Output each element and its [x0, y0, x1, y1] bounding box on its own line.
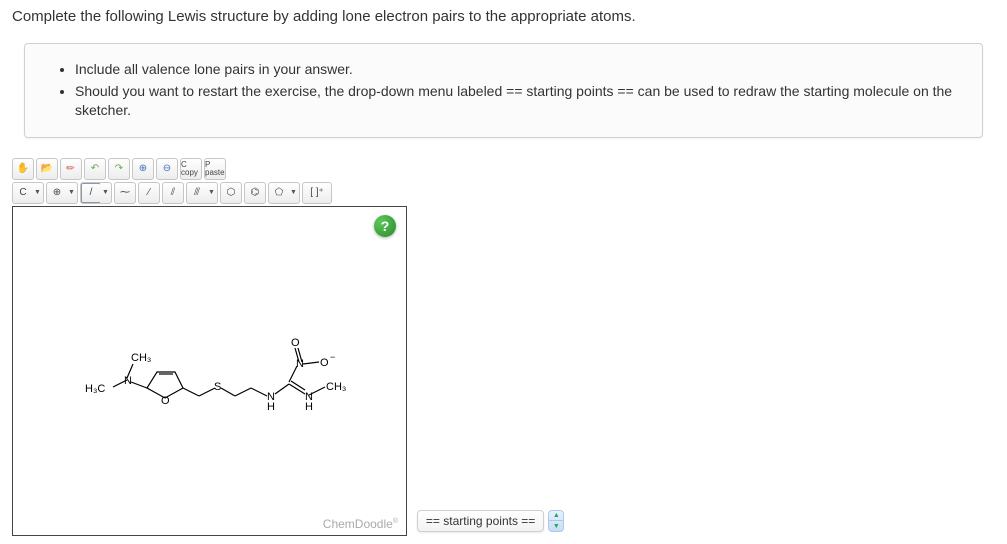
stepper-up-icon[interactable]: ▲ [549, 511, 563, 522]
atom-label: CH₃ [131, 352, 151, 364]
sketcher-widget: ✋ 📂 ✎ ↶ ↷ ⊕ ⊖ C copy P paste C ▼ ⊕ ▼ / ▼… [12, 158, 407, 536]
atom-label: N [296, 358, 304, 370]
bond-dropdown[interactable]: ▼ [206, 182, 218, 204]
bracket-button[interactable]: [ ]⁺ [302, 182, 332, 204]
sketcher-canvas[interactable]: ? [12, 206, 407, 536]
charge-button[interactable]: ⊕ [46, 182, 68, 204]
double-bond-button[interactable]: ⫽ [162, 182, 184, 204]
open-button[interactable]: 📂 [36, 158, 58, 180]
question-prompt: Complete the following Lewis structure b… [12, 8, 995, 25]
chemdoodle-brand: ChemDoodle® [323, 517, 398, 531]
instruction-item: Include all valence lone pairs in your a… [75, 60, 964, 80]
draw-button[interactable]: ✎ [60, 158, 82, 180]
atom-label: CH₃ [326, 381, 346, 393]
charge-dropdown[interactable]: ▼ [66, 182, 78, 204]
starting-points-stepper[interactable]: ▲ ▼ [548, 510, 564, 532]
triple-bond-button[interactable]: ⫻ [186, 182, 208, 204]
atom-label: H [267, 401, 275, 413]
single-bond-button[interactable]: / [80, 182, 102, 204]
bond-style-dropdown[interactable]: ▼ [100, 182, 112, 204]
atom-label: O [320, 357, 329, 369]
zoom-out-button[interactable]: ⊖ [156, 158, 178, 180]
zoom-in-icon: ⊕ [139, 163, 147, 174]
undo-icon: ↶ [91, 163, 99, 174]
paste-icon: P paste [205, 161, 225, 177]
molecule-drawing: H₃C CH₃ N O S N H N H CH₃ N O O − [83, 332, 358, 422]
atom-charge: − [330, 352, 335, 362]
open-icon: 📂 [41, 163, 53, 174]
zoom-in-button[interactable]: ⊕ [132, 158, 154, 180]
atom-label: O [291, 337, 300, 349]
zoom-out-icon: ⊖ [163, 163, 171, 174]
copy-button[interactable]: C copy [180, 158, 202, 180]
toolbar-row-2: C ▼ ⊕ ▼ / ▼ ⁓ ∕ ⫽ ⫻ ▼ ⬡ ⌬ ⬠ ▼ [ ]⁺ [12, 182, 407, 204]
atom-label: H [305, 401, 313, 413]
pentagon-ring-button[interactable]: ⬠ [268, 182, 290, 204]
instruction-item: Should you want to restart the exercise,… [75, 82, 964, 121]
toolbar-row-1: ✋ 📂 ✎ ↶ ↷ ⊕ ⊖ C copy P paste [12, 158, 407, 180]
pencil-icon: ✎ [64, 162, 78, 176]
wedge-bond-button[interactable]: ∕ [138, 182, 160, 204]
wavy-bond-button[interactable]: ⁓ [114, 182, 136, 204]
redo-icon: ↷ [115, 163, 123, 174]
hand-icon: ✋ [17, 163, 29, 174]
redo-button[interactable]: ↷ [108, 158, 130, 180]
element-button[interactable]: C [12, 182, 34, 204]
element-dropdown[interactable]: ▼ [32, 182, 44, 204]
starting-points-control: == starting points == ▲ ▼ [417, 510, 564, 536]
paste-button[interactable]: P paste [204, 158, 226, 180]
starting-points-select[interactable]: == starting points == [417, 510, 544, 532]
atom-label: S [214, 381, 221, 393]
copy-icon: C copy [181, 161, 201, 177]
stepper-down-icon[interactable]: ▼ [549, 521, 563, 531]
hexagon-ring-button[interactable]: ⬡ [220, 182, 242, 204]
instructions-panel: Include all valence lone pairs in your a… [24, 43, 983, 138]
undo-button[interactable]: ↶ [84, 158, 106, 180]
atom-label: N [124, 375, 132, 387]
atom-label: O [161, 395, 170, 407]
hand-tool-button[interactable]: ✋ [12, 158, 34, 180]
ring-dropdown[interactable]: ▼ [288, 182, 300, 204]
benzene-ring-button[interactable]: ⌬ [244, 182, 266, 204]
atom-label: H₃C [85, 383, 105, 395]
help-button[interactable]: ? [374, 215, 396, 237]
